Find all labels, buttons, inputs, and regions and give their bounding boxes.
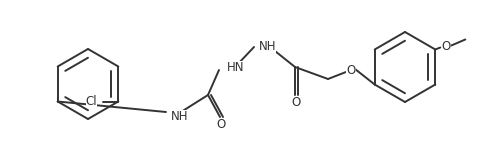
Text: NH: NH	[171, 110, 188, 123]
Text: HN: HN	[227, 60, 244, 73]
Text: O: O	[346, 63, 356, 76]
Text: NH: NH	[259, 40, 277, 52]
Text: Cl: Cl	[86, 95, 97, 108]
Text: O: O	[292, 96, 301, 109]
Text: O: O	[442, 40, 451, 53]
Text: O: O	[216, 118, 225, 130]
